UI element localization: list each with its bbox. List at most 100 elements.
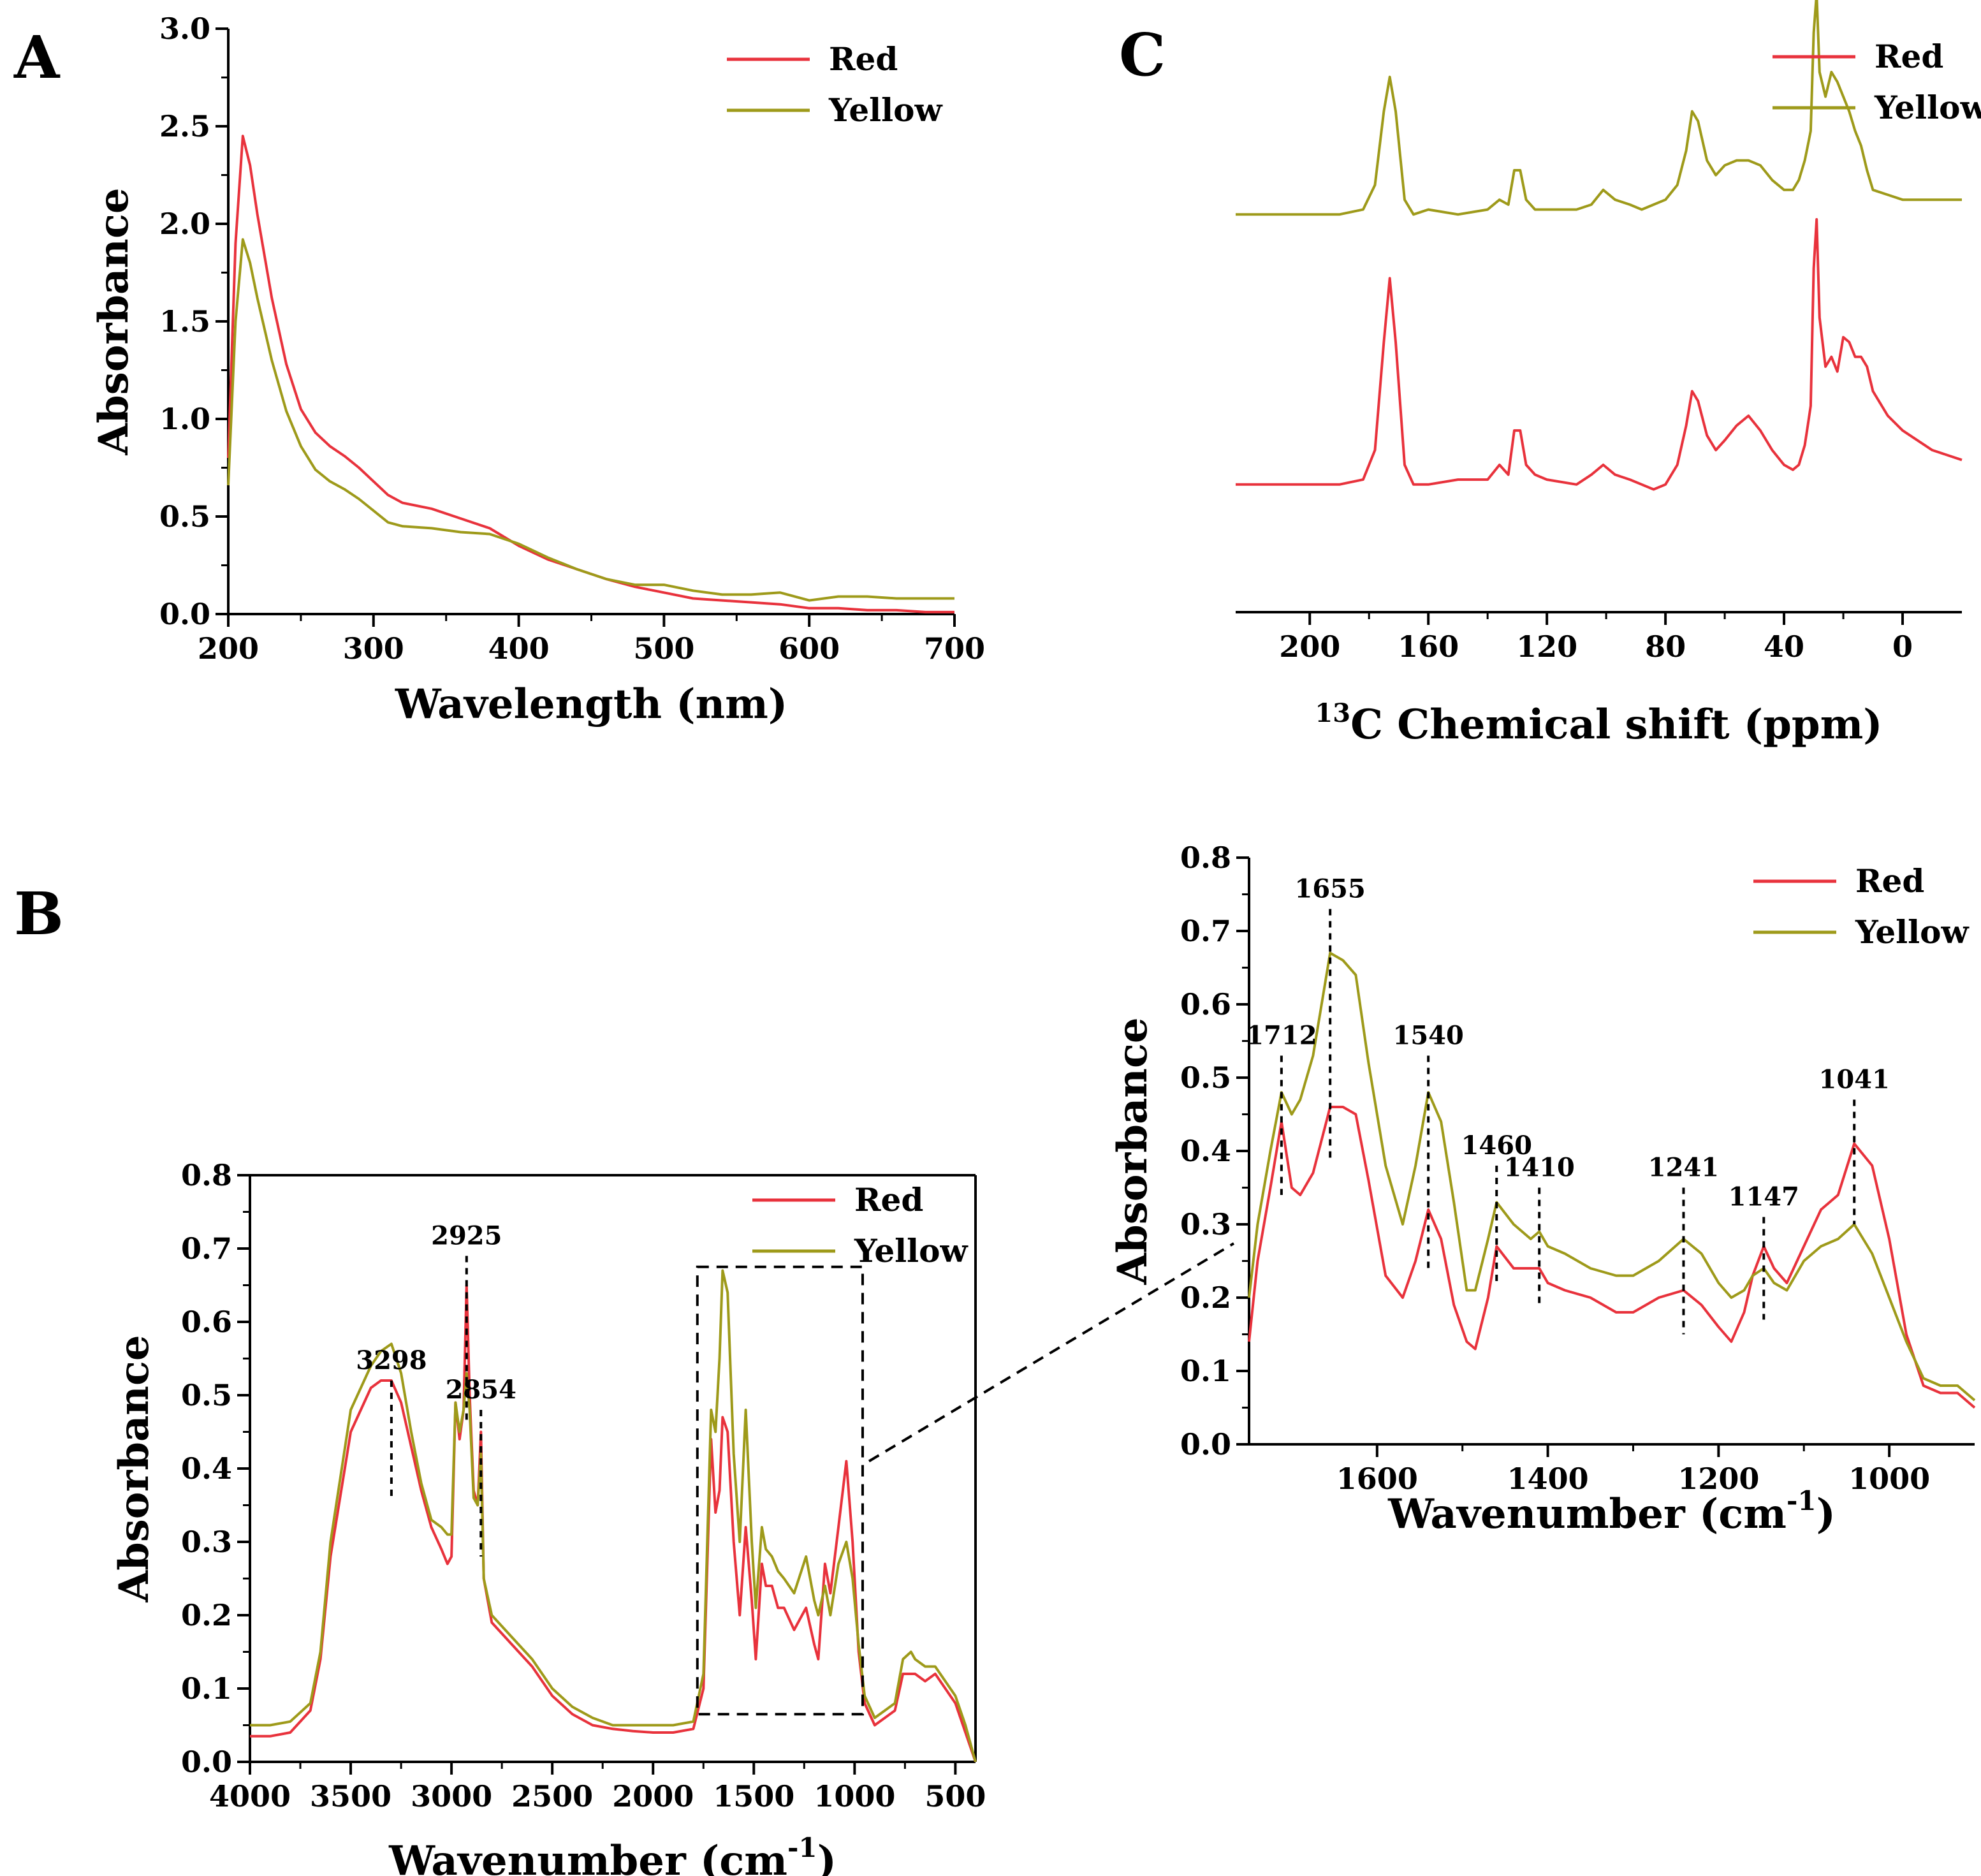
x-axis-label: Wavelength (nm) <box>395 680 787 728</box>
y-tick-label: 0.5 <box>181 1378 232 1412</box>
y-tick-label: 1.5 <box>159 304 210 339</box>
y-tick-label: 0.0 <box>181 1745 232 1779</box>
legend-label: Yellow <box>828 91 943 129</box>
x-tick-label: 400 <box>488 631 550 666</box>
panel-label: B <box>14 879 64 948</box>
series-line-yellow <box>1236 0 1962 216</box>
legend-label: Yellow <box>1855 913 1970 951</box>
legend-label: Red <box>829 40 898 78</box>
x-tick-label: 1500 <box>713 1779 794 1814</box>
y-tick-label: 2.0 <box>159 207 210 241</box>
zoom-connector-line <box>868 1242 1235 1463</box>
legend: Red Yellow <box>752 1181 969 1270</box>
peak-label: 1460 <box>1461 1131 1532 1161</box>
x-tick-label: 1200 <box>1678 1462 1759 1496</box>
x-axis-label-sup: -1 <box>787 1832 817 1863</box>
x-tick-label: 700 <box>924 631 985 666</box>
y-tick-label: 0.4 <box>1180 1134 1231 1168</box>
series-line-yellow <box>227 238 954 602</box>
series-line-yellow <box>250 1269 977 1762</box>
chart-A: 200 300 400 500 600 700 0.0 0.5 1.0 1.5 2.0 2.5 3.0 R… <box>13 11 985 728</box>
y-tick-label: 0.5 <box>1180 1060 1231 1095</box>
x-axis-label-main: Wavelength (nm) <box>395 680 787 728</box>
peak-label: 3298 <box>356 1345 427 1375</box>
x-tick-label: 2000 <box>612 1779 694 1814</box>
x-tick-label: 1600 <box>1336 1462 1418 1496</box>
panel-label: C <box>1119 20 1166 89</box>
panel-label: A <box>13 23 61 92</box>
y-tick-label: 0.2 <box>181 1598 232 1632</box>
legend-label: Yellow <box>854 1232 969 1270</box>
x-axis-label-end: ) <box>1817 1490 1836 1538</box>
y-tick-label: 2.5 <box>159 109 210 143</box>
y-tick-label: 0.6 <box>181 1305 232 1339</box>
x-tick-label: 160 <box>1398 629 1459 664</box>
x-tick-label: 40 <box>1764 629 1804 664</box>
peak-label: 1041 <box>1819 1065 1890 1095</box>
peak-label: 1712 <box>1246 1021 1317 1051</box>
legend-label: Red <box>1875 38 1943 75</box>
peak-label: 1655 <box>1295 874 1366 904</box>
y-tick-label: 0.4 <box>181 1451 232 1486</box>
peak-label: 1147 <box>1729 1182 1799 1212</box>
series-line-red <box>227 135 954 613</box>
x-axis-label-sup: 13 <box>1315 698 1350 728</box>
y-tick-label: 0.7 <box>1180 914 1231 948</box>
x-tick-label: 600 <box>779 631 840 666</box>
x-tick-label: 4000 <box>209 1779 291 1814</box>
x-tick-label: 3000 <box>411 1779 492 1814</box>
legend: Red Yellow <box>727 40 943 129</box>
x-axis-label-main: Wavenumber (cm <box>1387 1490 1787 1538</box>
x-axis-label: Wavenumber (cm-1) <box>1387 1485 1836 1538</box>
x-axis-label-main: C Chemical shift (ppm) <box>1350 701 1883 749</box>
x-tick-label: 120 <box>1516 629 1577 664</box>
x-axis-label: 13C Chemical shift (ppm) <box>1315 698 1882 749</box>
x-tick-label: 500 <box>925 1779 986 1814</box>
y-tick-label: 0.5 <box>159 499 210 534</box>
y-axis-label: Absorbance <box>1109 1017 1157 1285</box>
x-tick-label: 3500 <box>310 1779 391 1814</box>
y-tick-label: 0.2 <box>1180 1280 1231 1315</box>
legend-label: Yellow <box>1874 89 1981 126</box>
series-line-yellow <box>1248 951 1976 1402</box>
y-tick-label: 0.1 <box>1180 1354 1231 1388</box>
series-line-red <box>1248 1106 1976 1409</box>
y-tick-label: 0.3 <box>1180 1207 1231 1242</box>
x-axis-label: Wavenumber (cm-1) <box>388 1832 837 1876</box>
x-axis-label-main: Wavenumber (cm <box>388 1837 787 1876</box>
x-tick-label: 200 <box>1279 629 1340 664</box>
y-tick-label: 0.0 <box>1180 1427 1231 1462</box>
x-tick-label: 80 <box>1645 629 1686 664</box>
legend: Red Yellow <box>1773 38 1981 126</box>
y-tick-label: 0.1 <box>181 1671 232 1706</box>
legend-label: Red <box>1855 862 1924 900</box>
zoom-box <box>696 1265 864 1716</box>
legend-label: Red <box>854 1181 923 1219</box>
peak-label: 2925 <box>431 1221 502 1251</box>
y-tick-label: 0.8 <box>1180 840 1231 875</box>
y-tick-label: 0.6 <box>1180 987 1231 1022</box>
x-tick-label: 0 <box>1892 629 1913 664</box>
y-tick-label: 0.0 <box>159 597 210 631</box>
x-tick-label: 1000 <box>814 1779 895 1814</box>
series-line-red <box>1236 218 1963 491</box>
peak-label: 1410 <box>1504 1153 1575 1183</box>
x-axis-label-end: ) <box>817 1837 837 1876</box>
chart-B: 4000 3500 3000 2500 2000 1500 1000 500 0.0 0.1 0.2… <box>14 879 1235 1876</box>
x-axis-label-sup: -1 <box>1787 1485 1817 1516</box>
peak-label: 1241 <box>1648 1153 1719 1183</box>
x-tick-label: 2500 <box>511 1779 593 1814</box>
chart-C: 200 160 120 80 40 0 Red Yellow C 13C Chemical shi… <box>1119 0 1981 749</box>
peak-label: 1540 <box>1393 1021 1463 1051</box>
x-tick-label: 500 <box>633 631 694 666</box>
y-tick-label: 3.0 <box>159 11 210 46</box>
legend: Red Yellow <box>1753 862 1970 951</box>
y-tick-label: 0.3 <box>181 1525 232 1559</box>
peak-label: 2854 <box>446 1375 516 1405</box>
y-axis-label: Absorbance <box>110 1335 158 1602</box>
y-tick-label: 1.0 <box>159 402 210 436</box>
y-tick-label: 0.7 <box>181 1231 232 1266</box>
chart-B-zoom: 1600 1400 1200 1000 0.0 0.1 0.2 0.3 0.4 0.5 0.6 0.7… <box>1109 840 1976 1538</box>
x-tick-label: 1000 <box>1848 1462 1930 1496</box>
